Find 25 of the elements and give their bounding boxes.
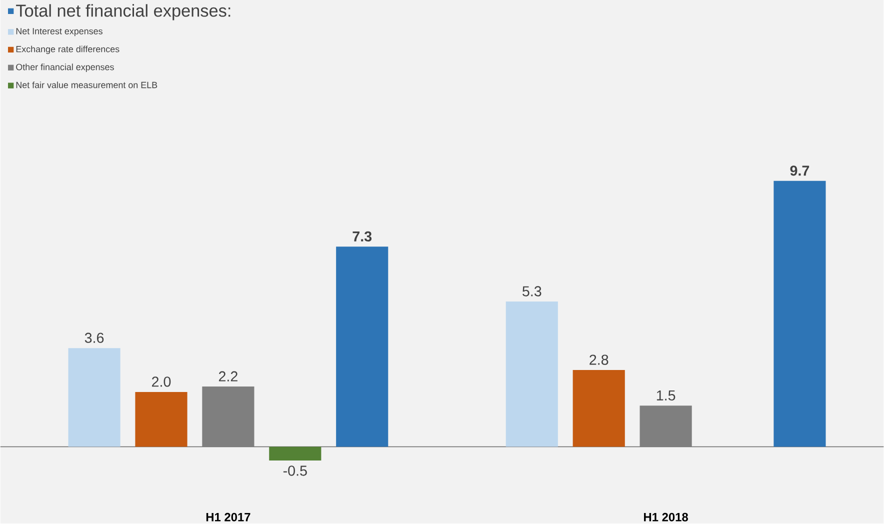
bar: [572, 370, 625, 448]
legend-label: Total net financial expenses:: [16, 4, 230, 20]
data-label: 1.5: [656, 390, 676, 401]
data-label: 9.7: [790, 166, 810, 176]
data-label: 5.3: [522, 286, 542, 297]
bar: [506, 302, 558, 448]
x-tick-label: H1 2018: [644, 513, 688, 522]
legend-label: Other financial expenses: [16, 64, 114, 72]
legend-label: Net fair value measurement on ELB: [16, 82, 158, 88]
bar: [336, 246, 388, 448]
data-label: 3.6: [84, 333, 104, 344]
bar: [640, 406, 692, 448]
legend-label: Net Interest expenses: [16, 28, 102, 36]
bar: [774, 181, 826, 448]
data-label: 2.0: [152, 376, 171, 388]
legend-label: Exchange rate differences: [16, 46, 120, 54]
bar: [269, 447, 322, 461]
data-label: 2.2: [218, 372, 238, 382]
data-label: 2.8: [590, 354, 608, 366]
data-label: -0.5: [283, 466, 307, 476]
bar: [202, 386, 254, 448]
bar: [135, 392, 188, 448]
data-label: 7.3: [352, 232, 372, 242]
x-tick-label: H1 2017: [206, 513, 250, 522]
bar: [68, 348, 120, 448]
